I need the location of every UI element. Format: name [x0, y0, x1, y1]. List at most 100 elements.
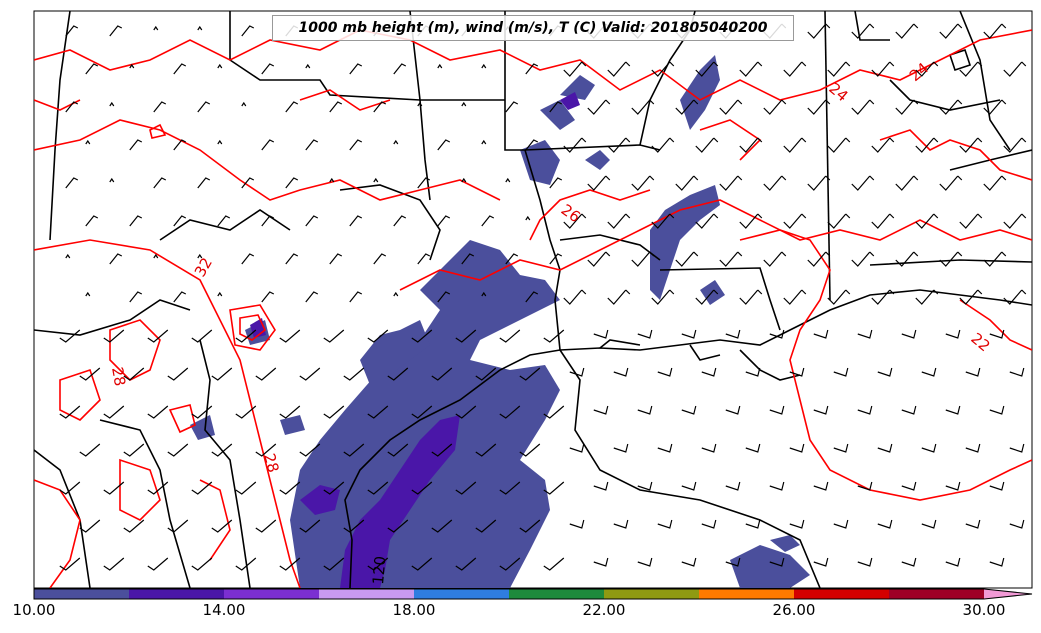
- wind-barb: [167, 443, 189, 457]
- wind-barb: [387, 519, 409, 533]
- map-boundaries: [34, 11, 1032, 588]
- wind-barb: [417, 101, 423, 107]
- wind-barb: [725, 405, 741, 415]
- wind-barb: [895, 99, 919, 115]
- wind-barb: [191, 481, 213, 495]
- wind-barb: [857, 481, 873, 491]
- wind-barb: [461, 101, 467, 107]
- wind-barb: [211, 443, 233, 457]
- wind-barb: [901, 329, 917, 339]
- wind-barb: [965, 367, 981, 377]
- wind-barb: [783, 137, 807, 153]
- wind-barb: [481, 139, 487, 145]
- colorbar-segment: [34, 589, 130, 599]
- wind-barb: [921, 519, 937, 529]
- wind-barb: [519, 367, 541, 381]
- wind-barb: [587, 251, 611, 267]
- wind-barb: [173, 291, 187, 303]
- wind-barb: [939, 23, 963, 39]
- wind-barb: [431, 443, 453, 457]
- wind-barb: [989, 405, 1005, 415]
- colorbar-tick-label: 22.00: [582, 601, 626, 619]
- wind-barb: [437, 139, 451, 151]
- wind-barb: [129, 291, 143, 303]
- wind-barb: [563, 289, 587, 305]
- wind-barb: [417, 177, 431, 189]
- wind-barb: [769, 557, 785, 567]
- wind-barb: [279, 405, 301, 419]
- wind-barb: [455, 405, 477, 419]
- wind-barb: [123, 443, 145, 457]
- wind-barb: [549, 177, 563, 189]
- wind-barb: [235, 557, 257, 571]
- wind-barb: [745, 367, 761, 377]
- wind-barb: [461, 253, 475, 265]
- wind-barb: [305, 291, 319, 303]
- wind-barb: [783, 213, 807, 229]
- wind-barb: [481, 63, 487, 69]
- wind-barb: [675, 99, 699, 115]
- wind-barb: [393, 139, 399, 145]
- wind-barb: [813, 481, 829, 491]
- wind-barb: [915, 213, 939, 229]
- wind-barb: [235, 405, 257, 419]
- wind-barb: [411, 329, 433, 343]
- wind-barb: [877, 519, 893, 529]
- wind-barb: [367, 405, 389, 419]
- wind-barb: [109, 101, 115, 107]
- wind-barb: [681, 405, 697, 415]
- wind-barb: [593, 405, 609, 415]
- wind-barb: [563, 61, 587, 77]
- wind-barb: [939, 99, 963, 115]
- map-title: 1000 mb height (m), wind (m/s), T (C) Va…: [272, 15, 794, 41]
- wind-barb: [827, 61, 851, 77]
- wind-barb: [569, 519, 585, 529]
- wind-barb: [959, 61, 983, 77]
- wind-barb: [587, 175, 611, 191]
- wind-barb: [79, 367, 101, 381]
- wind-barb: [481, 291, 487, 297]
- wind-barb: [305, 63, 311, 69]
- wind-barb: [871, 61, 895, 77]
- wind-barb: [123, 367, 145, 381]
- wind-barb: [681, 481, 697, 491]
- wind-barb: [197, 177, 211, 189]
- wind-barb: [921, 367, 937, 377]
- wind-barb: [481, 215, 495, 227]
- wind-barb: [255, 443, 277, 457]
- wind-barb: [857, 405, 873, 415]
- wind-barb: [607, 137, 631, 153]
- wind-barb: [939, 175, 963, 191]
- wind-barb: [631, 99, 655, 115]
- colorbar-extend-arrow: [984, 589, 1032, 599]
- wind-barb: [129, 215, 143, 227]
- wind-barb: [945, 481, 961, 491]
- wind-barb: [543, 329, 565, 343]
- wind-barb: [857, 329, 873, 339]
- wind-barb: [833, 519, 849, 529]
- wind-barb: [813, 557, 829, 567]
- wind-barb: [109, 25, 123, 37]
- wind-barb: [323, 329, 345, 343]
- wind-barb: [211, 519, 233, 533]
- wind-barb: [343, 519, 365, 533]
- wind-barb: [851, 175, 875, 191]
- wind-barb: [945, 557, 961, 567]
- wind-barb: [525, 63, 539, 75]
- wind-barb: [217, 63, 223, 69]
- wind-barb: [789, 519, 805, 529]
- wind-barb: [543, 557, 565, 571]
- wind-barb: [235, 481, 257, 495]
- wind-barb: [921, 443, 937, 453]
- wind-barb: [739, 137, 763, 153]
- wind-barb: [695, 61, 719, 77]
- wind-barb: [719, 251, 743, 267]
- wind-barb: [1003, 61, 1027, 77]
- wind-barb: [431, 519, 453, 533]
- wind-barb: [411, 481, 433, 495]
- wind-barb: [285, 101, 299, 113]
- wind-barb: [827, 137, 851, 153]
- wind-barb: [983, 175, 1007, 191]
- colorbar-segment: [604, 589, 700, 599]
- wind-barb: [915, 137, 939, 153]
